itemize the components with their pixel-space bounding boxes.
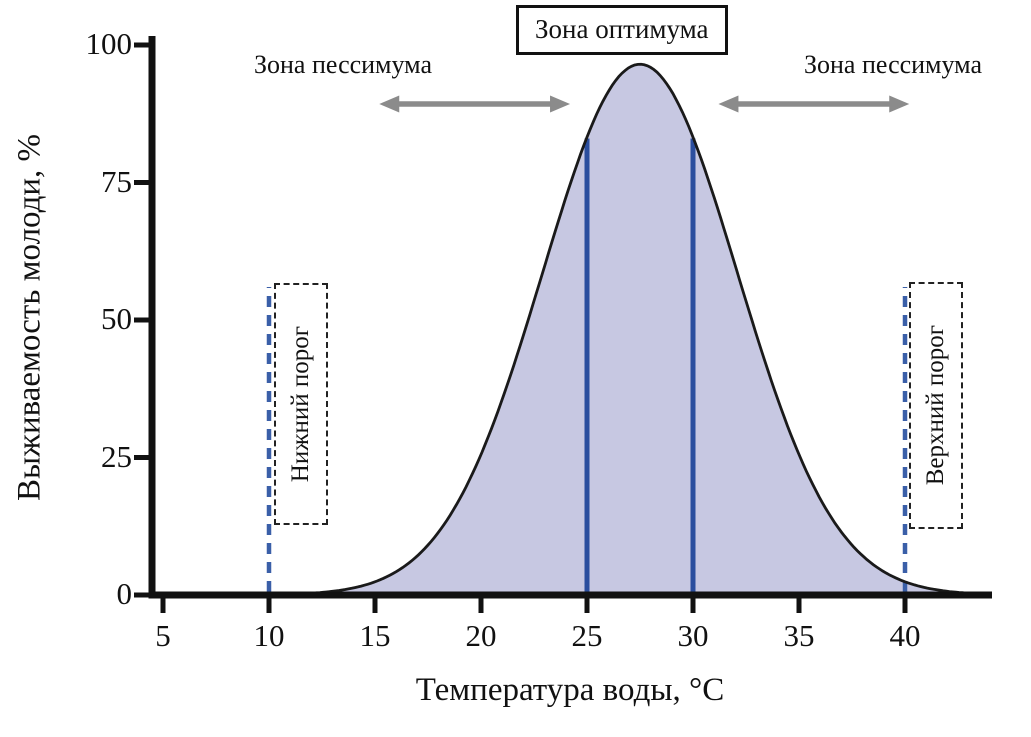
optimum-zone-label: Зона оптимума <box>535 14 709 44</box>
arrow-head-left-icon <box>379 95 400 113</box>
pessimum-zone-label-left: Зона пессимума <box>253 50 432 79</box>
survival-curve <box>205 62 979 597</box>
pessimum-zone-label-right: Зона пессимума <box>803 50 982 79</box>
optimum-zone-label-box: Зона оптимума <box>516 5 728 55</box>
upper-threshold-box: Верхний порог <box>909 282 963 529</box>
arrow-head-right-icon <box>550 95 571 113</box>
lower-threshold-label: Нижний порог <box>287 325 314 483</box>
arrow-head-right-icon <box>889 95 910 113</box>
x-axis-title: Температура воды, °С <box>415 672 725 708</box>
lower-threshold-box: Нижний порог <box>274 283 328 525</box>
arrow-head-left-icon <box>718 95 739 113</box>
curve-fill-area <box>205 64 980 596</box>
upper-threshold-label: Верхний порог <box>922 325 949 486</box>
y-axis-title: Выживаемость молоди, % <box>11 133 48 502</box>
